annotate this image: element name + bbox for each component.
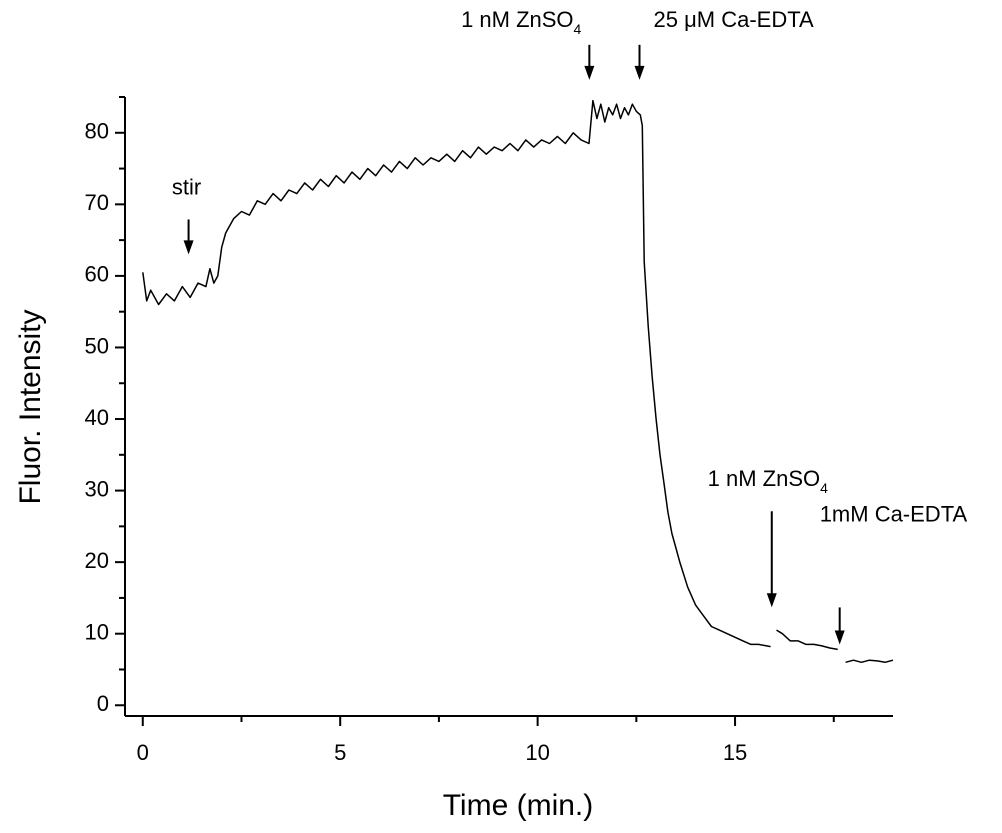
x-tick-label: 5 (334, 740, 346, 765)
y-tick-label: 0 (97, 691, 109, 716)
annotation-subscript: 4 (574, 21, 582, 37)
y-tick-label: 30 (85, 476, 109, 501)
annotation: 25 μM Ca-EDTA (634, 7, 815, 80)
annotation-label: 1 nM ZnSO4 (708, 466, 828, 496)
y-tick-label: 70 (85, 190, 109, 215)
x-tick-label: 0 (137, 740, 149, 765)
annotation-text: 25 μM Ca-EDTA (654, 7, 815, 32)
y-tick-label: 80 (85, 119, 109, 144)
annotation-label: 1 nM ZnSO4 (461, 7, 581, 37)
y-tick-label: 40 (85, 405, 109, 430)
arrow-head (834, 630, 845, 645)
arrow-head (183, 240, 194, 255)
y-axis-title: Fluor. Intensity (14, 309, 47, 504)
arrow-head (766, 593, 777, 608)
annotation-subscript: 4 (820, 480, 828, 496)
annotation: stir (172, 174, 201, 255)
annotation-label: stir (172, 174, 201, 199)
arrow-head (584, 65, 595, 80)
annotation-label: 25 μM Ca-EDTA (654, 7, 815, 32)
x-tick-label: 10 (525, 740, 549, 765)
annotation-text: 1 nM ZnSO (461, 7, 573, 32)
arrow-head (634, 65, 645, 80)
y-tick-label: 60 (85, 262, 109, 287)
annotation-label: 1mM Ca-EDTA (820, 501, 968, 526)
y-tick-label: 50 (85, 333, 109, 358)
annotation-text: 1mM Ca-EDTA (820, 501, 968, 526)
x-tick-label: 15 (723, 740, 747, 765)
annotation: 1mM Ca-EDTA (820, 501, 968, 645)
annotation-text: 1 nM ZnSO (708, 466, 820, 491)
x-axis-title: Time (min.) (443, 789, 594, 822)
y-tick-label: 20 (85, 548, 109, 573)
y-tick-label: 10 (85, 620, 109, 645)
annotation: 1 nM ZnSO4 (461, 7, 595, 80)
annotation: 1 nM ZnSO4 (708, 466, 828, 608)
data-line (142, 99, 894, 664)
annotation-text: stir (172, 174, 201, 199)
